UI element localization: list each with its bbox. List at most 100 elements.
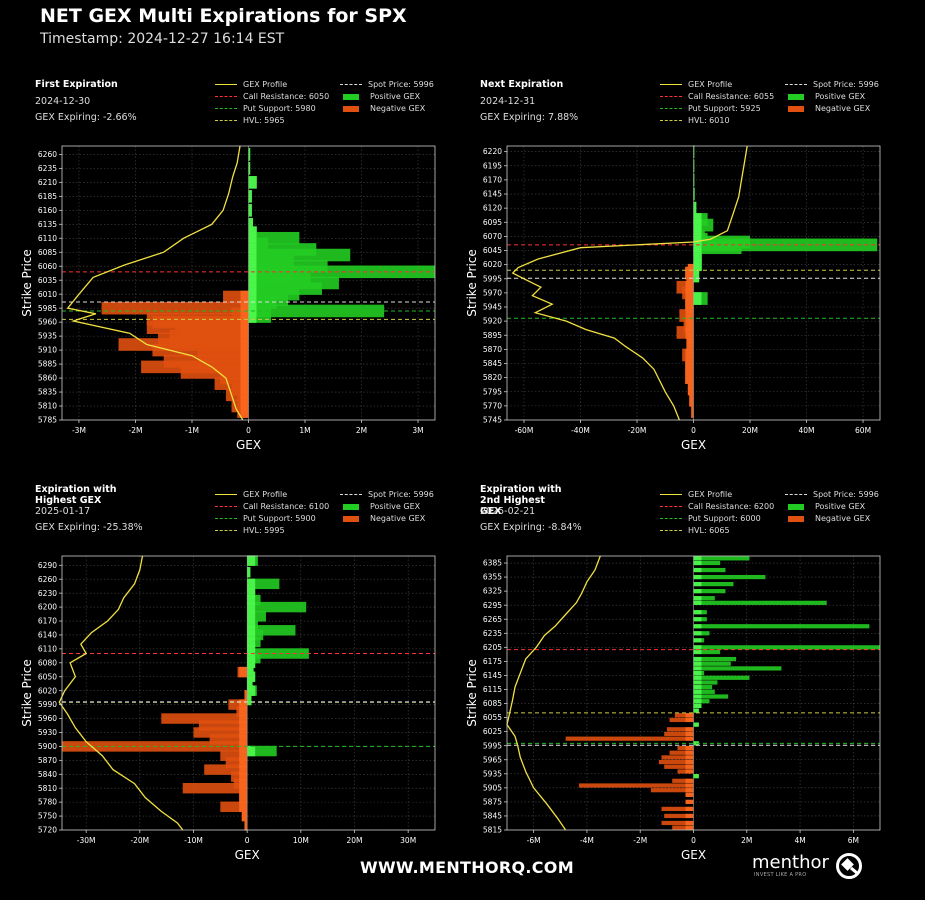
- x-tick-label: 30M: [400, 836, 416, 845]
- legend-gex-profile: GEX Profile: [660, 80, 732, 89]
- negative-gex-bar-core: [685, 813, 694, 819]
- legend-gex-profile-label: GEX Profile: [243, 490, 288, 499]
- gex-bars: [676, 145, 878, 418]
- legend-hvl: HVL: 6010: [660, 116, 730, 125]
- y-tick-label: 5895: [483, 331, 502, 340]
- y-tick-label: 5840: [38, 770, 57, 779]
- negative-gex-bar: [578, 783, 694, 788]
- positive-gex-bar-core: [693, 556, 702, 561]
- negative-gex-bar-core: [685, 717, 694, 723]
- positive-gex-bar-core: [693, 581, 702, 587]
- y-tick-label: 5815: [483, 826, 502, 835]
- positive-gex-bar: [247, 629, 264, 641]
- negative-gex-bar-core: [239, 727, 248, 738]
- positive-gex-bar-core: [693, 600, 702, 605]
- legend-call-resistance-swatch: [215, 506, 237, 507]
- positive-gex-bar-core: [248, 190, 252, 203]
- legend-hvl-swatch: [215, 530, 237, 531]
- legend-hvl: HVL: 6065: [660, 526, 730, 535]
- y-tick-label: 6070: [483, 232, 502, 241]
- x-tick-label: -6M: [527, 836, 541, 845]
- y-tick-label: 5990: [38, 700, 57, 709]
- gex-expiring: GEX Expiring: -8.84%: [480, 522, 582, 533]
- legend-call-resistance: Call Resistance: 6200: [660, 502, 774, 511]
- negative-gex-bar-core: [239, 764, 248, 775]
- positive-gex-bar: [693, 574, 766, 580]
- positive-gex-bar-core: [693, 560, 702, 566]
- expiration-date: 2025-02-21: [480, 506, 536, 517]
- legend-gex-profile-swatch: [215, 494, 237, 495]
- legend-spot-price-swatch: [785, 494, 807, 495]
- y-tick-label: 5785: [38, 416, 57, 425]
- negative-gex-bar-core: [685, 727, 694, 732]
- negative-gex-bar-core: [244, 820, 248, 831]
- legend-positive-gex-swatch: [343, 93, 359, 100]
- y-tick-label: 6060: [38, 262, 57, 271]
- expiration-date: 2024-12-30: [35, 96, 91, 107]
- y-axis-label: Strike Price: [20, 659, 34, 727]
- positive-gex-bar-core: [248, 217, 254, 231]
- y-tick-label: 6145: [483, 190, 502, 199]
- positive-gex-bar-core: [693, 699, 702, 704]
- positive-gex-bar-core: [247, 629, 256, 641]
- positive-gex-bar: [693, 645, 880, 650]
- negative-gex-bar-core: [685, 792, 694, 797]
- negative-gex-bar-core: [241, 810, 248, 822]
- y-axis-label: Strike Price: [20, 249, 34, 317]
- positive-gex-bar: [693, 600, 827, 605]
- y-tick-label: 6085: [483, 699, 502, 708]
- y-tick-label: 5905: [483, 783, 502, 792]
- legend-positive-gex-label: Positive GEX: [370, 502, 421, 511]
- positive-gex-bar-core: [693, 261, 700, 274]
- y-tick-label: 6135: [38, 220, 57, 229]
- negative-gex-bar: [231, 771, 248, 782]
- negative-gex-bar: [228, 699, 248, 710]
- positive-gex-bar: [693, 656, 737, 662]
- negative-gex-bar-core: [685, 764, 694, 769]
- negative-gex-bar-core: [685, 348, 694, 362]
- positive-gex-bar: [247, 611, 266, 622]
- legend-negative-gex-label: Negative GEX: [815, 514, 871, 523]
- negative-gex-bar-core: [685, 820, 694, 826]
- y-axis-label: Strike Price: [465, 659, 479, 727]
- y-tick-label: 5935: [483, 769, 502, 778]
- y-tick-label: 6110: [38, 234, 57, 243]
- positive-gex-bar-core: [693, 722, 699, 727]
- y-tick-label: 5900: [38, 742, 57, 751]
- y-tick-label: 5960: [38, 318, 57, 327]
- positive-gex-bar-core: [693, 670, 702, 676]
- positive-gex-bar: [247, 601, 307, 613]
- negative-gex-bar-core: [239, 750, 248, 761]
- y-tick-label: 6170: [483, 175, 502, 184]
- positive-gex-bar-core: [248, 162, 251, 175]
- positive-gex-bar-core: [693, 685, 702, 690]
- x-tick-label: -4M: [580, 836, 594, 845]
- legend-positive-gex: Positive GEX: [340, 92, 420, 101]
- y-tick-label: 5845: [483, 812, 502, 821]
- negative-gex-bar-core: [239, 792, 248, 803]
- positive-gex-bar-core: [248, 148, 251, 161]
- legend-gex-profile-swatch: [660, 84, 682, 85]
- y-tick-label: 5960: [38, 714, 57, 723]
- legend-hvl-label: HVL: 5995: [243, 526, 285, 535]
- legend-spot-price-swatch: [785, 84, 807, 85]
- plot-border: [61, 555, 436, 831]
- legend: GEX Profile Spot Price: 5996 Call Resistan…: [660, 80, 890, 128]
- positive-gex-bar-core: [693, 666, 702, 671]
- y-tick-label: 5995: [483, 741, 502, 750]
- x-tick-label: 20M: [742, 426, 758, 435]
- negative-gex-bar-core: [689, 393, 694, 407]
- legend-gex-profile-label: GEX Profile: [688, 490, 733, 499]
- positive-gex-bar: [247, 625, 296, 636]
- negative-gex-bar-core: [685, 788, 694, 793]
- y-tick-label: 6170: [38, 617, 57, 626]
- gex-profile-line: [506, 555, 601, 831]
- negative-gex-bar-core: [239, 666, 248, 678]
- x-tick-label: 0: [246, 426, 251, 435]
- positive-gex-bar: [247, 745, 277, 757]
- legend-gex-profile: GEX Profile: [215, 80, 287, 89]
- y-tick-label: 6025: [483, 727, 502, 736]
- negative-gex-bar-core: [691, 405, 694, 418]
- positive-gex-bar-core: [693, 610, 702, 615]
- legend-negative-gex-swatch: [788, 105, 804, 112]
